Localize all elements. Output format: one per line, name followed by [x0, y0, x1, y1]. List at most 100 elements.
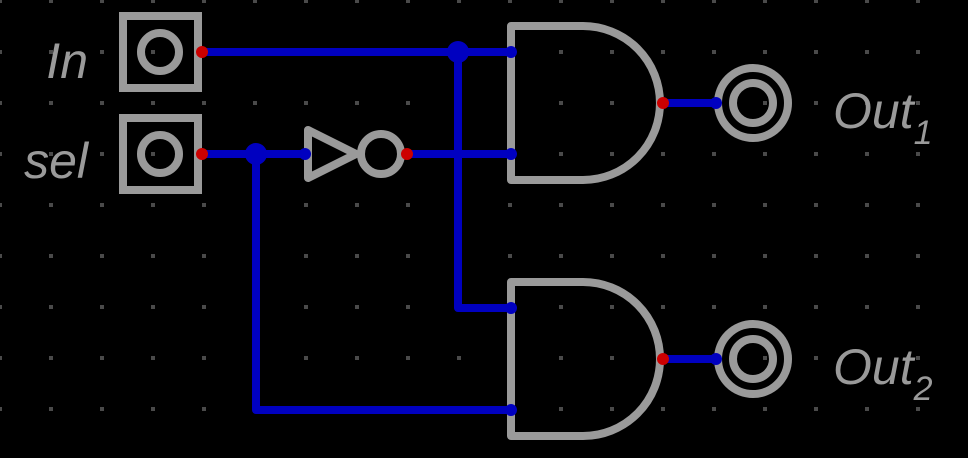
pin-dot	[657, 353, 669, 365]
wire-endpoints	[299, 46, 722, 416]
grid-dot	[355, 254, 359, 258]
grid-dot	[610, 152, 614, 156]
connection-points	[196, 46, 669, 365]
grid-dot	[202, 356, 206, 360]
grid-dot	[355, 356, 359, 360]
wire-sel[interactable]	[198, 150, 515, 414]
grid-dot	[202, 407, 206, 411]
grid-dot	[151, 407, 155, 411]
grid-dot	[712, 305, 716, 309]
grid-dot	[814, 0, 818, 3]
grid-dot	[865, 254, 869, 258]
and-gate-top[interactable]	[507, 22, 664, 184]
output-pin-out1[interactable]	[714, 64, 792, 142]
grid-dot	[814, 305, 818, 309]
grid-dot	[559, 0, 563, 3]
grid-dot	[304, 0, 308, 3]
grid-dot	[763, 0, 767, 3]
grid-dot	[202, 305, 206, 309]
wire-in[interactable]	[198, 48, 515, 312]
grid-dot	[559, 203, 563, 207]
grid-dot	[661, 152, 665, 156]
grid-dot	[0, 203, 2, 207]
grid-dot	[49, 305, 53, 309]
grid-dot	[763, 407, 767, 411]
output-label-subscript: 2	[913, 370, 933, 408]
grid-dot	[508, 254, 512, 258]
input-pin-in[interactable]	[119, 12, 202, 92]
grid-dot	[712, 407, 716, 411]
grid-dot	[661, 203, 665, 207]
grid-dot	[0, 101, 2, 105]
grid-dot	[763, 203, 767, 207]
grid-dot	[763, 152, 767, 156]
grid-dot	[916, 203, 920, 207]
grid-dot	[406, 203, 410, 207]
grid-dot	[916, 152, 920, 156]
pin-dot	[196, 148, 208, 160]
wires	[198, 41, 720, 414]
output-label-out1: Out1	[833, 83, 933, 152]
grid-dot	[355, 101, 359, 105]
grid-dot	[304, 254, 308, 258]
grid-dot	[355, 203, 359, 207]
grid-dot	[610, 50, 614, 54]
grid-dot	[406, 254, 410, 258]
grid-dot	[865, 101, 869, 105]
grid-dot	[457, 356, 461, 360]
grid-dot	[151, 356, 155, 360]
grid-dot	[100, 0, 104, 3]
grid-dot	[916, 50, 920, 54]
grid-dot	[814, 101, 818, 105]
output-pin-out2[interactable]	[714, 320, 792, 398]
grid-dot	[100, 305, 104, 309]
grid-dot	[406, 305, 410, 309]
grid-dot	[202, 101, 206, 105]
input-pin-sel[interactable]	[119, 114, 202, 194]
grid-dot	[916, 101, 920, 105]
grid-dot	[559, 152, 563, 156]
pin-dot	[657, 97, 669, 109]
grid-dot	[610, 305, 614, 309]
and-gate-bottom[interactable]	[507, 278, 664, 440]
grid-dot	[712, 0, 716, 3]
grid-dot	[0, 356, 2, 360]
grid-dot	[916, 0, 920, 3]
grid-dot	[0, 305, 2, 309]
grid-dot	[814, 50, 818, 54]
grid-dots	[0, 0, 920, 411]
grid-dot	[49, 101, 53, 105]
grid-dot	[610, 407, 614, 411]
grid-dot	[814, 356, 818, 360]
grid-dot	[559, 407, 563, 411]
input-label-in: In	[46, 33, 88, 89]
not-gate[interactable]	[304, 126, 405, 182]
output-label-text: Out	[833, 339, 916, 395]
grid-dot	[661, 254, 665, 258]
grid-dot	[712, 254, 716, 258]
grid-dot	[814, 203, 818, 207]
grid-dot	[0, 152, 2, 156]
grid-dot	[712, 152, 716, 156]
grid-dot	[610, 0, 614, 3]
grid-dot	[865, 305, 869, 309]
grid-dot	[865, 356, 869, 360]
grid-dot	[0, 50, 2, 54]
grid-dot	[610, 203, 614, 207]
grid-dot	[559, 101, 563, 105]
grid-dot	[661, 50, 665, 54]
grid-dot	[865, 50, 869, 54]
grid-dot	[151, 101, 155, 105]
grid-dot	[202, 254, 206, 258]
grid-dot	[151, 305, 155, 309]
grid-dot	[916, 356, 920, 360]
grid-dot	[304, 101, 308, 105]
grid-dot	[0, 0, 2, 3]
grid-dot	[49, 254, 53, 258]
grid-dot	[49, 0, 53, 3]
grid-dot	[100, 152, 104, 156]
grid-dot	[100, 101, 104, 105]
grid-dot	[355, 305, 359, 309]
wire-junction	[245, 143, 267, 165]
grid-dot	[49, 407, 53, 411]
